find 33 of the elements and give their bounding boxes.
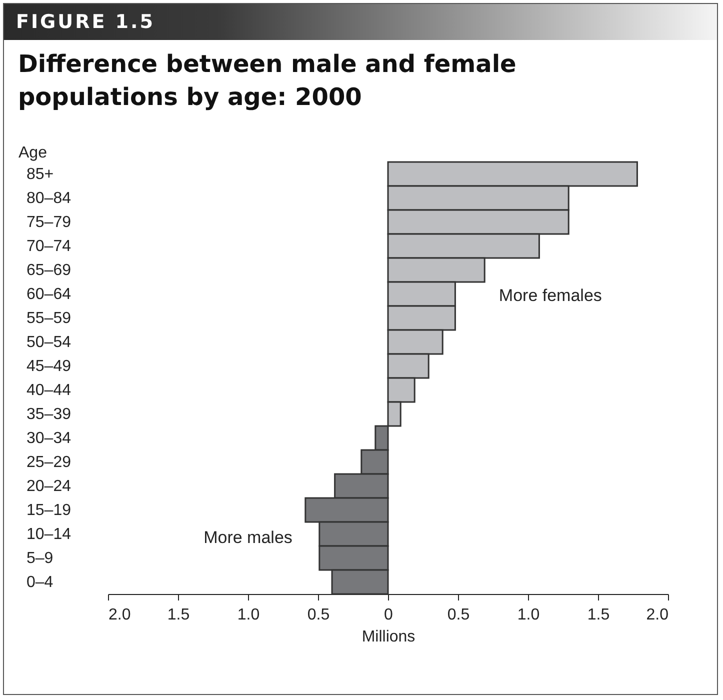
x-tick-label: 0 [384,606,394,624]
y-tick-label: 15–19 [26,502,72,519]
x-tick-label: 2.0 [108,606,131,624]
y-tick-label: 25–29 [26,454,72,471]
y-tick-label: 70–74 [26,238,72,255]
y-tick-label: 60–64 [26,286,72,303]
y-tick-label: 55–59 [26,310,72,327]
x-axis-title: Millions [362,628,416,646]
y-axis-title: Age [18,144,48,162]
x-tick-label: 0.5 [447,606,470,624]
y-tick-label: 85+ [26,166,54,183]
y-tick-label: 0–4 [26,574,54,591]
annotation: More females [498,286,602,305]
x-tick-label: 1.0 [517,606,540,624]
y-tick-label: 5–9 [26,550,54,567]
y-tick-label: 50–54 [26,334,72,351]
y-tick-label: 40–44 [26,382,72,399]
y-tick-label: 75–79 [26,214,72,231]
caption: FIGURE 1.5 [4,4,717,40]
y-tick-label: 30–34 [26,430,72,447]
y-tick-label: 20–24 [26,478,72,495]
chart-title: Difference between male and female populations by age: 2000 [18,49,518,113]
y-tick-label: 45–49 [26,358,72,375]
x-tick-label: 1.0 [237,606,260,624]
annotation: More males [204,528,292,547]
y-tick-label: 65–69 [26,262,72,279]
x-tick-label: 2.0 [646,606,669,624]
x-tick-label: 1.5 [587,606,610,624]
y-tick-label: 35–39 [26,406,72,423]
y-tick-label: 10–14 [26,526,72,543]
x-tick-label: 0.5 [307,606,330,624]
x-tick-label: 1.5 [167,606,190,624]
y-tick-label: 80–84 [26,190,72,207]
